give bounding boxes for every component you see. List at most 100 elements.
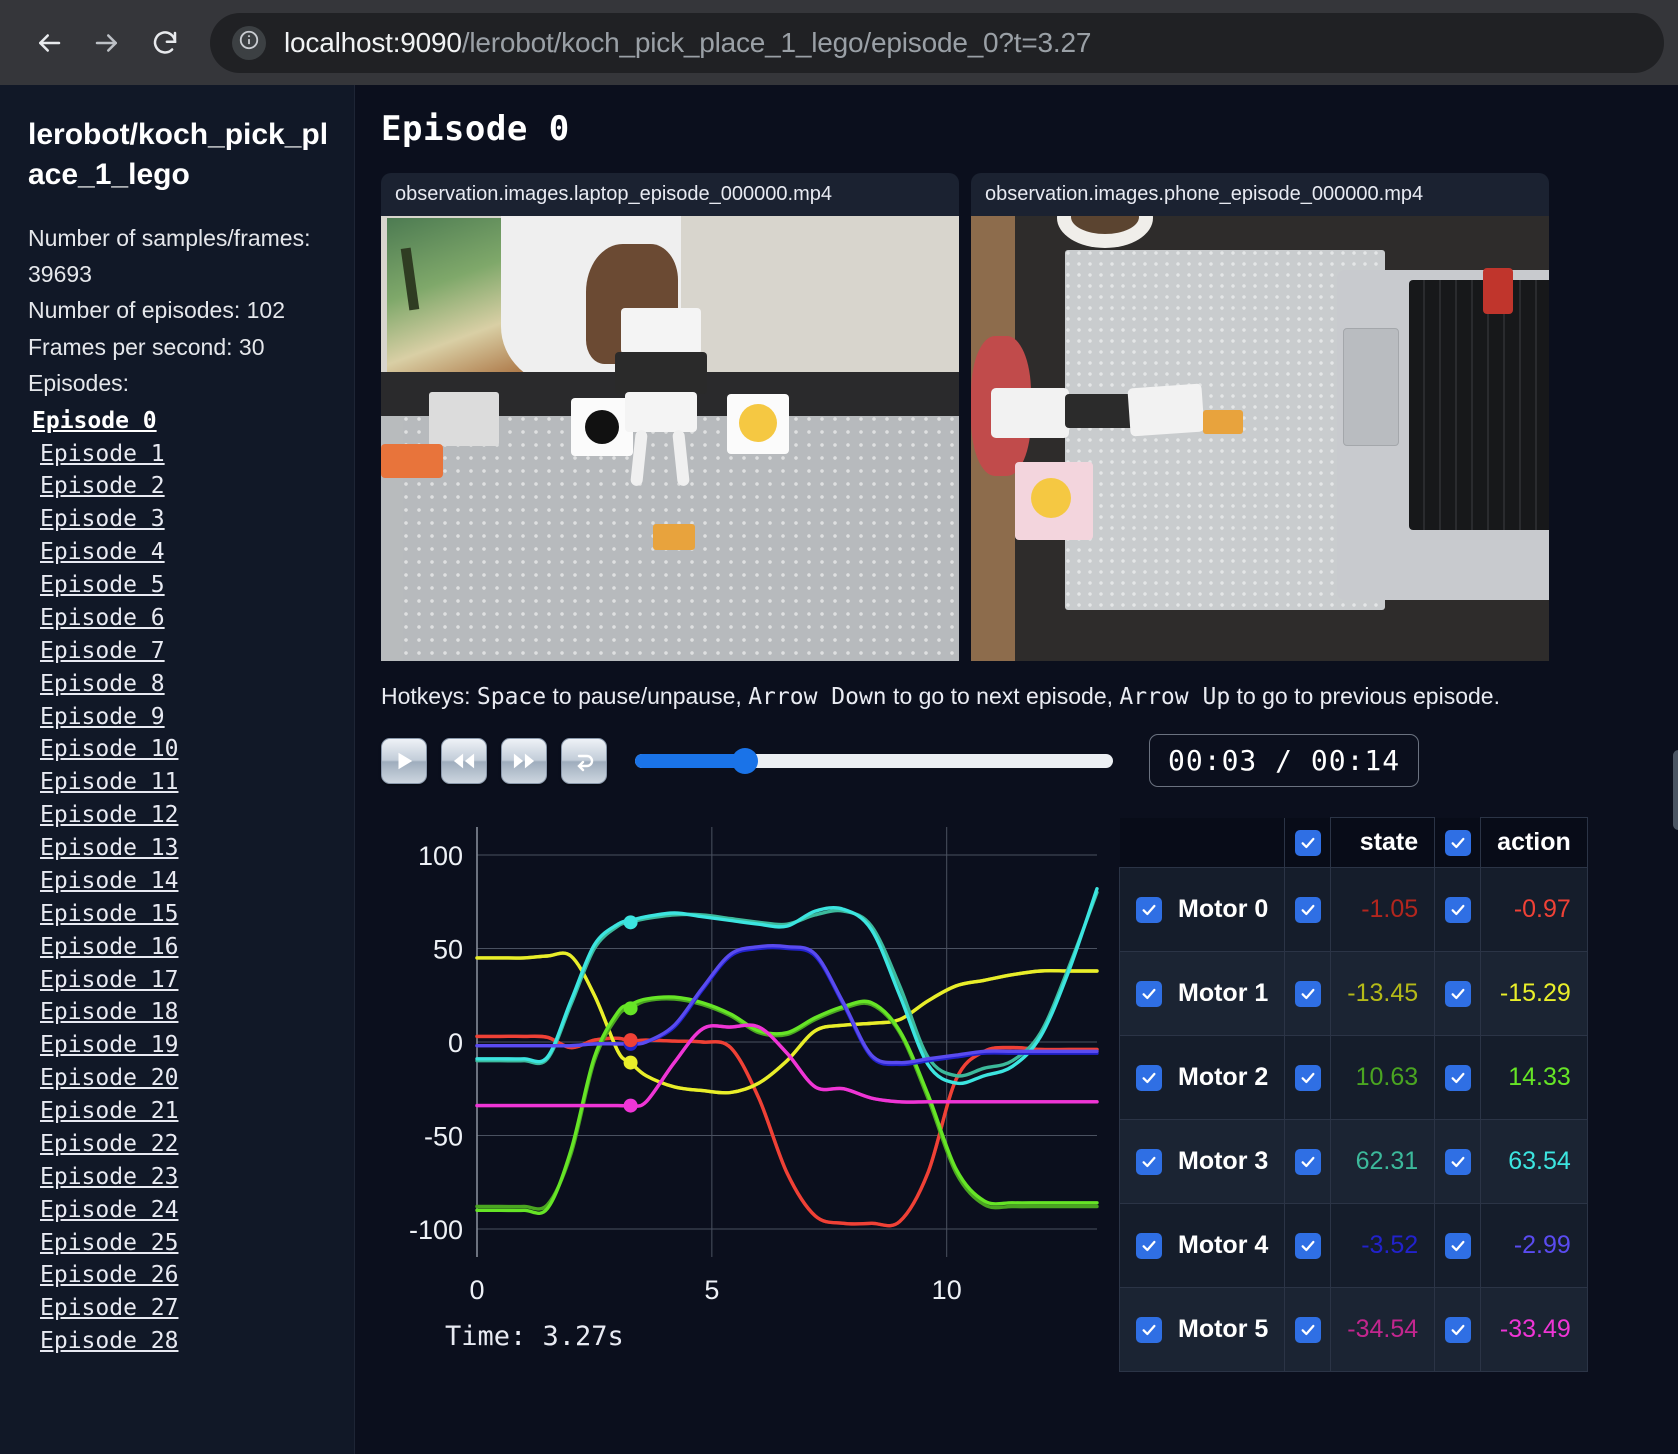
sidebar-item-episode-22[interactable]: Episode 22 (40, 1130, 179, 1157)
reload-button[interactable] (138, 16, 192, 70)
url-host: localhost:9090 (284, 26, 462, 58)
row-checkbox[interactable] (1294, 1148, 1321, 1175)
forward-button[interactable] (80, 16, 134, 70)
sidebar-item-episode-3[interactable]: Episode 3 (40, 506, 165, 533)
sidebar-item-episode-2[interactable]: Episode 2 (40, 473, 165, 500)
sidebar-item-episode-10[interactable]: Episode 10 (40, 736, 179, 763)
sidebar-item-episode-4[interactable]: Episode 4 (40, 539, 165, 566)
sidebar-item-episode-27[interactable]: Episode 27 (40, 1295, 179, 1322)
toggle-all-action-checkbox[interactable] (1444, 830, 1471, 857)
rewind-icon (452, 750, 476, 772)
sidebar-item-episode-11[interactable]: Episode 11 (40, 769, 179, 796)
chart-svg: -100 -50 0 50 100 0 5 10 (409, 827, 1099, 1305)
video-label-laptop: observation.images.laptop_episode_000000… (381, 173, 959, 216)
table-head: state action (1119, 817, 1588, 868)
sidebar-item-episode-7[interactable]: Episode 7 (40, 637, 165, 664)
site-info-button[interactable] (232, 25, 266, 60)
motor-table: state action Motor 0 -1.05 -0.97 Motor 1 -13… (1118, 817, 1588, 1372)
sidebar-scroll-handle[interactable] (1673, 750, 1678, 830)
timeseries-chart[interactable]: -100 -50 0 50 100 0 5 10 Time: 3.27s (381, 809, 1107, 1372)
hotkeys-hint: Hotkeys: Space to pause/unpause, Arrow D… (381, 683, 1678, 710)
sidebar-item-episode-18[interactable]: Episode 18 (40, 999, 179, 1026)
row-checkbox[interactable] (1136, 1316, 1162, 1343)
table-row: Motor 3 62.31 63.54 (1118, 1119, 1588, 1204)
video-card-laptop: observation.images.laptop_episode_000000… (381, 173, 959, 661)
motor-label: Motor 2 (1178, 1063, 1269, 1091)
header-state: state (1330, 817, 1436, 868)
lower-section: -100 -50 0 50 100 0 5 10 Time: 3.27s state (381, 809, 1678, 1372)
fast-forward-button[interactable] (501, 737, 547, 784)
sidebar-item-episode-5[interactable]: Episode 5 (40, 572, 165, 599)
sidebar-item-episode-16[interactable]: Episode 16 (40, 933, 179, 960)
row-checkbox[interactable] (1136, 1148, 1162, 1175)
play-button[interactable] (381, 737, 427, 784)
sidebar-item-episode-9[interactable]: Episode 9 (40, 703, 165, 730)
sidebar-item-episode-6[interactable]: Episode 6 (40, 604, 165, 631)
table-row: Motor 5 -34.54 -33.49 (1118, 1287, 1588, 1372)
motor-label: Motor 5 (1178, 1315, 1269, 1343)
video-player-phone[interactable] (971, 216, 1549, 661)
row-checkbox[interactable] (1294, 1232, 1321, 1259)
sidebar-item-episode-28[interactable]: Episode 28 (40, 1328, 179, 1355)
video-player-laptop[interactable] (381, 216, 959, 661)
table-row: Motor 4 -3.52 -2.99 (1118, 1203, 1588, 1288)
state-value: -13.45 (1330, 951, 1436, 1036)
sidebar-item-episode-23[interactable]: Episode 23 (40, 1163, 179, 1190)
sidebar-item-episode-14[interactable]: Episode 14 (40, 867, 179, 894)
seek-thumb[interactable] (731, 747, 758, 774)
chart-line (475, 1023, 1099, 1108)
url-path: /lerobot/koch_pick_place_1_lego/episode_… (461, 26, 1092, 58)
toggle-all-state-checkbox[interactable] (1294, 830, 1321, 857)
loop-icon (572, 749, 596, 773)
row-checkbox[interactable] (1294, 896, 1321, 923)
action-checkbox-cell (1434, 1203, 1482, 1288)
sidebar-item-episode-17[interactable]: Episode 17 (40, 966, 179, 993)
action-checkbox-cell (1434, 1119, 1482, 1204)
row-checkbox[interactable] (1444, 1064, 1471, 1091)
sidebar-item-episode-8[interactable]: Episode 8 (40, 670, 165, 697)
row-checkbox[interactable] (1444, 1316, 1471, 1343)
back-button[interactable] (22, 16, 76, 70)
motor-label-cell: Motor 1 (1118, 951, 1286, 1036)
sidebar-item-episode-1[interactable]: Episode 1 (40, 440, 165, 467)
time-display: 00:03 / 00:14 (1149, 734, 1420, 787)
row-checkbox[interactable] (1294, 1316, 1321, 1343)
row-checkbox[interactable] (1444, 896, 1471, 923)
chart-line (475, 944, 1099, 1065)
row-checkbox[interactable] (1136, 980, 1162, 1007)
state-checkbox-cell (1284, 867, 1332, 952)
chart-cursor-marker (623, 1033, 638, 1048)
loop-button[interactable] (561, 737, 607, 784)
sidebar-item-episode-20[interactable]: Episode 20 (40, 1065, 179, 1092)
rewind-button[interactable] (441, 737, 487, 784)
sidebar-item-episode-15[interactable]: Episode 15 (40, 900, 179, 927)
sidebar-item-episode-25[interactable]: Episode 25 (40, 1229, 179, 1256)
sidebar-item-episode-0[interactable]: Episode 0 (32, 407, 157, 434)
sidebar-item-episode-19[interactable]: Episode 19 (40, 1032, 179, 1059)
address-bar[interactable]: localhost:9090/lerobot/koch_pick_place_1… (210, 12, 1664, 73)
header-action-checkbox-cell (1434, 817, 1482, 868)
sidebar-item-episode-24[interactable]: Episode 24 (40, 1196, 179, 1223)
row-checkbox[interactable] (1136, 1064, 1162, 1091)
row-checkbox[interactable] (1136, 1232, 1162, 1259)
sidebar-item-episode-13[interactable]: Episode 13 (40, 835, 179, 862)
sidebar-item-episode-26[interactable]: Episode 26 (40, 1262, 179, 1289)
row-checkbox[interactable] (1294, 1064, 1321, 1091)
hotkeys-text-2: to go to next episode, (886, 683, 1120, 709)
row-checkbox[interactable] (1136, 896, 1162, 923)
row-checkbox[interactable] (1444, 980, 1471, 1007)
seek-track[interactable] (635, 747, 1113, 774)
action-value: -15.29 (1480, 951, 1588, 1036)
sidebar-item-episode-12[interactable]: Episode 12 (40, 802, 179, 829)
seek-slider[interactable] (635, 738, 1113, 784)
url-text: localhost:9090/lerobot/koch_pick_place_1… (284, 27, 1091, 59)
page-title: Episode 0 (381, 109, 570, 149)
playback-controls: 00:03 / 00:14 (381, 734, 1678, 787)
row-checkbox[interactable] (1444, 1232, 1471, 1259)
row-checkbox[interactable] (1294, 980, 1321, 1007)
sidebar-item-episode-21[interactable]: Episode 21 (40, 1098, 179, 1125)
action-checkbox-cell (1434, 1035, 1482, 1120)
row-checkbox[interactable] (1444, 1148, 1471, 1175)
chart-line (475, 887, 1099, 1086)
table-row: Motor 1 -13.45 -15.29 (1118, 951, 1588, 1036)
